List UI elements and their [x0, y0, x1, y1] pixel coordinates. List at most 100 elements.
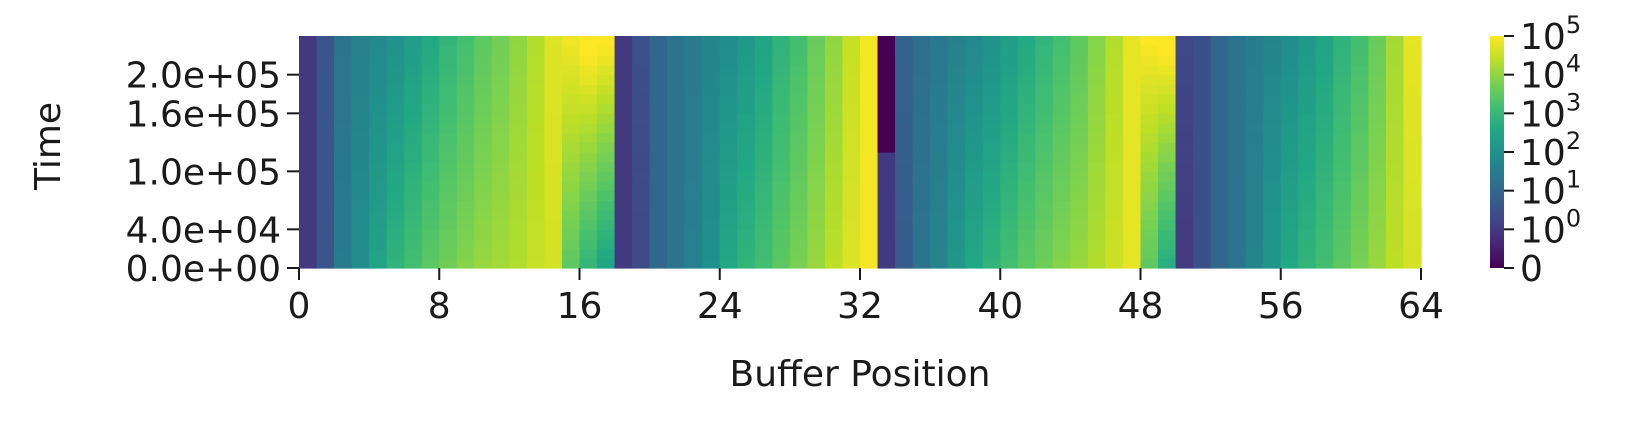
heatmap-cell [1087, 219, 1107, 230]
heatmap-cell [1105, 45, 1124, 56]
heatmap-cell [965, 123, 984, 134]
heatmap-cell [456, 94, 475, 105]
heatmap-cell [299, 113, 318, 124]
heatmap-cell [1035, 142, 1054, 153]
heatmap-cell [1105, 200, 1124, 211]
heatmap-cell [965, 45, 984, 56]
heatmap-cell [1228, 219, 1247, 230]
heatmap-cell [947, 45, 966, 56]
heatmap-cell [982, 74, 1001, 85]
heatmap-cell [316, 152, 335, 163]
heatmap-cell [930, 210, 949, 221]
heatmap-cell [649, 219, 668, 230]
heatmap-cell [474, 210, 493, 221]
heatmap-cell [544, 210, 563, 221]
heatmap-cell [404, 239, 423, 250]
heatmap-cell [439, 36, 458, 47]
heatmap-cell [842, 123, 861, 134]
heatmap-cell [982, 123, 1001, 134]
heatmap-cell [684, 229, 703, 240]
heatmap-cell [1315, 74, 1334, 85]
heatmap-cell [1140, 142, 1159, 153]
heatmap-cell [1263, 65, 1282, 76]
heatmap-cell [842, 219, 861, 230]
heatmap-cell [1210, 123, 1229, 134]
y-tick-label: 2.0e+05 [126, 56, 281, 97]
heatmap-cell [561, 161, 581, 172]
heatmap-cell [702, 171, 721, 182]
heatmap-cell [632, 200, 651, 211]
heatmap-cell [1263, 142, 1282, 153]
heatmap-cell [1350, 219, 1370, 230]
heatmap-cell [702, 36, 721, 47]
heatmap-cell [1298, 258, 1317, 269]
heatmap-cell [1403, 210, 1422, 221]
heatmap-cell [1017, 171, 1036, 182]
heatmap-cell [386, 74, 405, 85]
heatmap-cell [561, 142, 581, 153]
heatmap-cell [667, 132, 686, 143]
heatmap-cell [1140, 229, 1159, 240]
heatmap-cell [421, 113, 440, 124]
heatmap-cell [439, 45, 458, 56]
heatmap-cell [1122, 142, 1142, 153]
heatmap-cell [491, 94, 510, 105]
heatmap-cell [404, 200, 423, 211]
heatmap-cell [456, 190, 475, 201]
heatmap-cell [1105, 123, 1124, 134]
heatmap-cell [1368, 65, 1387, 76]
heatmap-cell [912, 219, 931, 230]
heatmap-cell [1175, 200, 1194, 211]
heatmap-cell [1175, 132, 1194, 143]
heatmap-cell [1315, 171, 1334, 182]
heatmap-cell [334, 181, 353, 192]
heatmap-cell [1228, 229, 1247, 240]
heatmap-cell [930, 190, 949, 201]
heatmap-cell [526, 36, 546, 47]
heatmap-cell [930, 94, 949, 105]
heatmap-cell [667, 161, 686, 172]
heatmap-cell [632, 190, 651, 201]
heatmap-cell [1280, 142, 1299, 153]
heatmap-cell [684, 258, 703, 269]
heatmap-cell [842, 94, 861, 105]
heatmap-cell [719, 171, 738, 182]
heatmap-cell [404, 36, 423, 47]
heatmap-cell [754, 239, 773, 250]
colorbar-tick-label: 103 [1520, 88, 1581, 135]
heatmap-cell [1070, 239, 1089, 250]
heatmap-cell [684, 103, 703, 114]
heatmap-cell [1315, 36, 1334, 47]
heatmap-cell [386, 45, 405, 56]
heatmap-cell [386, 229, 405, 240]
heatmap-cell [1193, 142, 1212, 153]
heatmap-cell [842, 142, 861, 153]
heatmap-cell [526, 103, 546, 114]
heatmap-cell [1403, 190, 1422, 201]
heatmap-cell [544, 152, 563, 163]
heatmap-cell [614, 171, 633, 182]
heatmap-cell [1245, 55, 1264, 66]
heatmap-cell [965, 200, 984, 211]
heatmap-cell [1158, 103, 1177, 114]
heatmap-cell [895, 65, 914, 76]
heatmap-cell [1350, 171, 1370, 182]
heatmap-cell [772, 258, 791, 269]
heatmap-cell [1017, 248, 1036, 259]
heatmap-cell [491, 161, 510, 172]
heatmap-cell [789, 181, 809, 192]
heatmap-cell [930, 45, 949, 56]
heatmap-cell [877, 94, 896, 105]
heatmap-cell [684, 123, 703, 134]
heatmap-cell [299, 152, 318, 163]
heatmap-cell [1070, 103, 1089, 114]
heatmap-cell [1210, 113, 1229, 124]
heatmap-cell [526, 181, 546, 192]
heatmap-cell [1158, 36, 1177, 47]
heatmap-cell [1368, 94, 1387, 105]
heatmap-cell [526, 210, 546, 221]
heatmap-cell [947, 248, 966, 259]
heatmap-cell [1000, 239, 1019, 250]
heatmap-cell [947, 258, 966, 269]
heatmap-cell [667, 181, 686, 192]
